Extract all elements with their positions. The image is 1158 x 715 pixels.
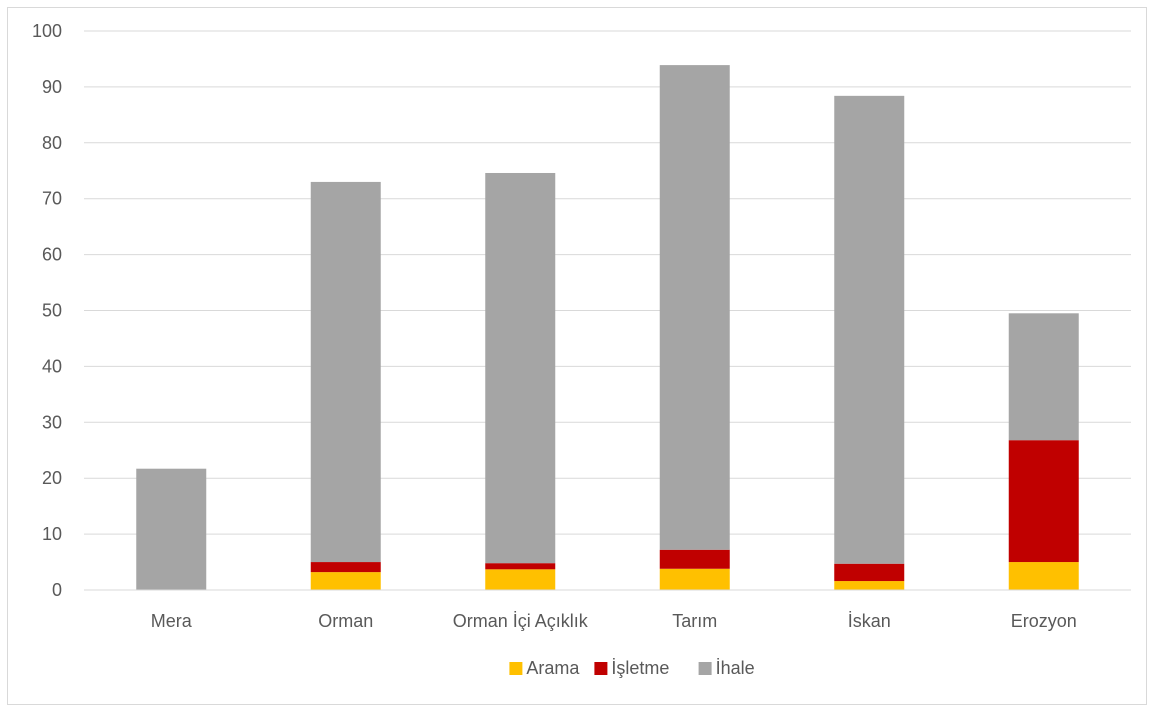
legend-label: İhale — [716, 658, 755, 678]
bar-segment — [834, 563, 905, 582]
y-tick-label: 30 — [42, 412, 62, 432]
bar-segment — [659, 65, 730, 550]
y-tick-label: 60 — [42, 245, 62, 265]
y-tick-label: 20 — [42, 468, 62, 488]
y-axis-tick-labels: 0 10 20 30 40 50 60 70 80 90 100 — [32, 21, 62, 600]
category-label: Orman İçi Açıklık — [453, 611, 589, 631]
legend-label: İşletme — [611, 658, 669, 678]
y-tick-label: 90 — [42, 77, 62, 97]
bar-segment — [485, 563, 556, 570]
y-tick-label: 10 — [42, 524, 62, 544]
bar-segment — [310, 181, 381, 563]
bars — [136, 65, 1079, 590]
category-label: Orman — [318, 611, 373, 631]
legend-swatch — [594, 662, 608, 675]
bar-segment — [1008, 313, 1079, 441]
legend-swatch — [509, 662, 523, 675]
y-tick-label: 0 — [52, 580, 62, 600]
bar-segment — [1008, 440, 1079, 563]
category-label: Erozyon — [1011, 611, 1077, 631]
bar-segment — [659, 568, 730, 590]
bar-segment — [1008, 562, 1079, 590]
legend-swatch — [698, 662, 712, 675]
bar-segment — [659, 549, 730, 569]
bar-segment — [310, 562, 381, 573]
y-tick-label: 100 — [32, 21, 62, 41]
x-axis-category-labels: Mera Orman Orman İçi Açıklık Tarım İskan Eroz… — [151, 611, 1077, 631]
bar-segment — [136, 468, 207, 590]
bar-segment — [310, 572, 381, 590]
bar-segment — [834, 581, 905, 590]
y-tick-label: 80 — [42, 133, 62, 153]
category-label: Mera — [151, 611, 193, 631]
y-tick-label: 70 — [42, 189, 62, 209]
bar-segment — [834, 95, 905, 564]
bar-segment — [485, 569, 556, 590]
y-tick-label: 50 — [42, 301, 62, 321]
bar-segment — [485, 172, 556, 564]
legend: Arama İşletme İhale — [509, 658, 755, 678]
y-tick-label: 40 — [42, 356, 62, 376]
gridlines — [84, 30, 1131, 535]
category-label: Tarım — [672, 611, 717, 631]
legend-label: Arama — [526, 658, 580, 678]
category-label: İskan — [848, 611, 891, 631]
